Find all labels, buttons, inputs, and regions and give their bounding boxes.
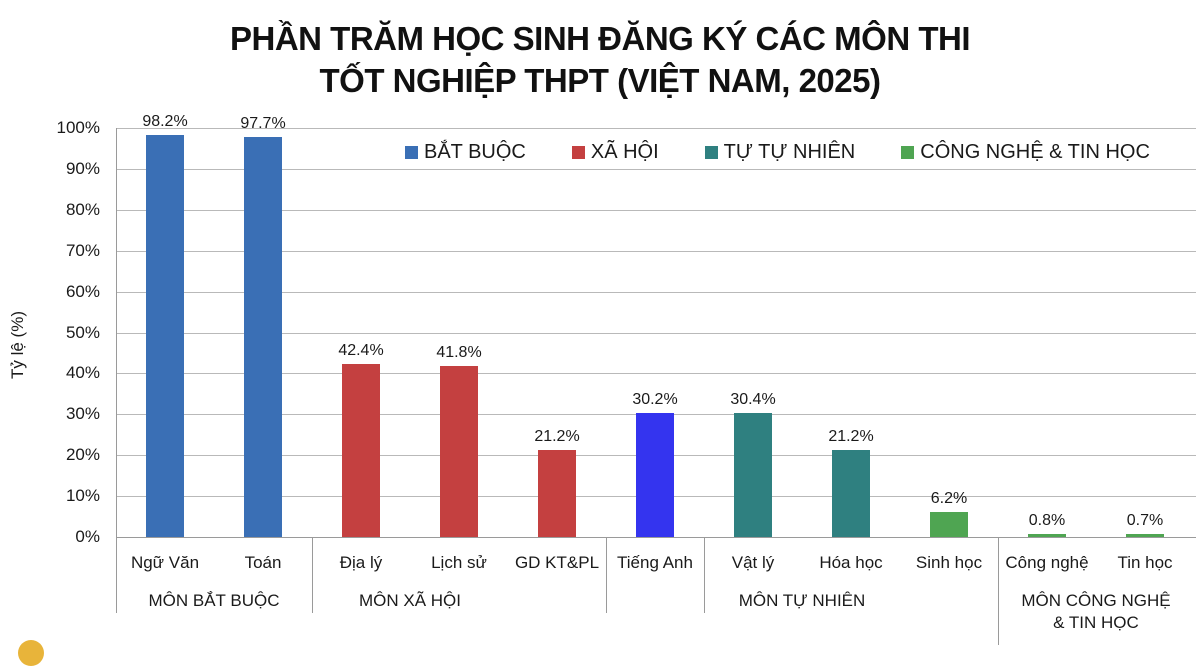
group-label-bat-buoc: MÔN BẮT BUỘC: [148, 591, 280, 610]
bar: [146, 135, 184, 537]
bar: [1028, 533, 1066, 537]
bar-value-label: 21.2%: [828, 428, 874, 446]
x-tick-label: Sinh học: [915, 553, 983, 572]
bar: [636, 413, 674, 537]
y-tick-label: 0%: [75, 527, 100, 546]
bar: [930, 511, 968, 537]
x-tick-label: Lịch sử: [431, 553, 487, 572]
legend-label: CÔNG NGHỆ & TIN HỌC: [920, 140, 1150, 163]
bar-value-label: 41.8%: [436, 344, 482, 362]
plot-area: 98.2% 97.7% 42.4% 41.8% 21.2% 30.2% 30.4% 21.2%…: [116, 113, 1196, 538]
x-tick-label: Hóa học: [819, 553, 883, 572]
legend-swatch-icon: [901, 145, 915, 159]
bar-value-label: 30.2%: [632, 391, 678, 409]
chart-title: PHẦN TRĂM HỌC SINH ĐĂNG KÝ CÁC MÔN THI T…: [0, 18, 1200, 102]
legend-item-cong-nghe: CÔNG NGHỆ & TIN HỌC: [901, 141, 1150, 164]
legend-label: XÃ HỘI: [590, 140, 659, 163]
group-separator: [704, 537, 705, 613]
bar: [342, 363, 380, 537]
gridline: [116, 209, 1196, 211]
group-label-cong-nghe: MÔN CÔNG NGHỆ & TIN HỌC: [998, 590, 1194, 634]
legend-swatch-icon: [571, 145, 585, 159]
legend-label: TỰ TỰ NHIÊN: [723, 140, 856, 163]
legend-item-bat-buoc: BẮT BUỘC: [405, 141, 526, 164]
gridline: [116, 128, 1196, 129]
bar: [1126, 534, 1164, 537]
legend-swatch-icon: [704, 145, 718, 159]
y-tick-label: 40%: [65, 363, 100, 383]
group-separator: [998, 537, 999, 645]
bar-value-label: 42.4%: [338, 341, 384, 359]
gridline: [116, 537, 1196, 538]
legend-item-xa-hoi: XÃ HỘI: [571, 140, 659, 164]
y-tick-label: 70%: [65, 240, 100, 260]
gridline: [116, 168, 1196, 170]
y-tick-label: 60%: [65, 281, 100, 301]
x-tick-label: Ngữ Văn: [130, 553, 200, 572]
chart-title-line1: PHẦN TRĂM HỌC SINH ĐĂNG KÝ CÁC MÔN THI: [230, 20, 970, 57]
bar-value-label: 98.2%: [142, 113, 188, 131]
legend-label: BẮT BUỘC: [424, 140, 526, 163]
bar-value-label: 21.2%: [534, 428, 580, 446]
x-tick-label: Tiếng Anh: [617, 553, 693, 572]
y-tick-label: 50%: [65, 322, 100, 342]
bar: [734, 412, 772, 537]
chart-title-line2: TỐT NGHIỆP THPT (VIỆT NAM, 2025): [319, 62, 881, 99]
group-label-line2: & TIN HỌC: [1053, 613, 1139, 632]
bar: [440, 366, 478, 537]
group-separator: [116, 537, 117, 613]
group-label-xa-hoi: MÔN XÃ HỘI: [358, 591, 461, 610]
x-tick-label: Công nghệ: [1005, 553, 1089, 572]
y-tick-label: 90%: [65, 158, 100, 178]
x-tick-label: Địa lý: [339, 553, 383, 572]
x-tick-label: Vật lý: [731, 553, 775, 572]
gridline: [116, 332, 1196, 334]
group-separator: [312, 537, 313, 613]
x-tick-label: Toán: [244, 553, 282, 572]
gridline: [116, 291, 1196, 293]
group-label-tu-nhien: MÔN TỰ NHIÊN: [738, 591, 866, 610]
x-tick-label: GD KT&PL: [514, 553, 600, 572]
y-axis-line: [116, 128, 117, 541]
bar-value-label: 0.8%: [1028, 511, 1066, 529]
legend-item-tu-nhien: TỰ TỰ NHIÊN: [704, 140, 856, 164]
y-tick-label: 20%: [65, 445, 100, 465]
group-separator: [606, 537, 607, 613]
bar-value-label: 30.4%: [730, 390, 776, 408]
bar: [538, 450, 576, 537]
gridline: [116, 250, 1196, 252]
y-tick-label: 80%: [65, 199, 100, 219]
y-tick-label: 10%: [65, 486, 100, 506]
x-tick-label: Tin học: [1117, 553, 1173, 572]
y-tick-label: 30%: [65, 404, 100, 424]
group-label-line1: MÔN CÔNG NGHỆ: [1021, 591, 1171, 610]
bar-value-label: 6.2%: [930, 489, 968, 507]
bar-value-label: 97.7%: [240, 115, 286, 133]
legend: BẮT BUỘC XÃ HỘI TỰ TỰ NHIÊN CÔNG NGHỆ & …: [405, 140, 1150, 164]
bar: [832, 450, 870, 537]
bar-value-label: 0.7%: [1126, 512, 1164, 530]
y-tick-label: 100%: [56, 118, 100, 137]
logo-icon: [18, 640, 44, 666]
bar: [244, 137, 282, 537]
gridline: [116, 373, 1196, 375]
legend-swatch-icon: [405, 145, 418, 159]
